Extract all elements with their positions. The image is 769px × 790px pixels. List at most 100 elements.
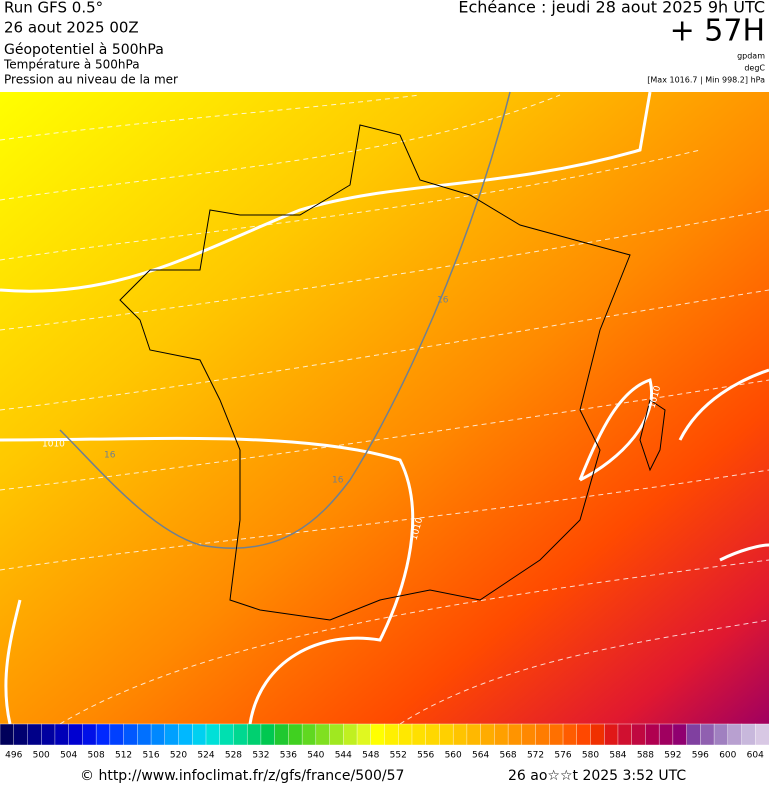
- isotherm-label: 16: [104, 451, 116, 461]
- isobars: [0, 91, 769, 725]
- color-swatch: [329, 723, 344, 746]
- color-swatch: [27, 723, 42, 746]
- color-swatch: [219, 723, 234, 746]
- colorbar-label: 496: [5, 751, 22, 761]
- color-swatch: [398, 723, 413, 746]
- color-swatch: [123, 723, 138, 746]
- colorbar-label: 556: [417, 751, 434, 761]
- colorbar-label: 604: [747, 751, 764, 761]
- color-swatch: [521, 723, 537, 746]
- color-swatch: [370, 723, 385, 746]
- color-swatch: [727, 723, 743, 746]
- color-swatch: [700, 723, 715, 746]
- colorbar-label: 508: [88, 751, 105, 761]
- colorbar-label: 536: [280, 751, 297, 761]
- colorbar-label: 576: [554, 751, 571, 761]
- color-swatch: [356, 723, 372, 746]
- offset: + 57H: [670, 14, 765, 49]
- colorbar-label: 600: [719, 751, 736, 761]
- color-swatch: [425, 723, 440, 746]
- colorbar-label: 544: [335, 751, 352, 761]
- colorbar-label: 504: [60, 751, 77, 761]
- temperature-field: [0, 92, 769, 724]
- color-swatch: [205, 723, 221, 746]
- color-swatch: [246, 723, 262, 746]
- unit: degC: [744, 64, 765, 73]
- colorbar-label: 532: [252, 751, 269, 761]
- colorbar-label: 516: [142, 751, 159, 761]
- colorbar-label: 584: [609, 751, 626, 761]
- color-swatch: [109, 723, 125, 746]
- colorbar-label: 580: [582, 751, 599, 761]
- color-swatch: [549, 723, 564, 746]
- color-swatch: [274, 723, 289, 746]
- color-swatch: [343, 723, 358, 746]
- color-swatch: [452, 723, 468, 746]
- isotherm-label: 16: [332, 476, 344, 486]
- timestamp: 26 ao☆☆t 2025 3:52 UTC: [508, 768, 686, 784]
- run: Run GFS 0.5°: [4, 0, 103, 17]
- colorbar-label: 564: [472, 751, 489, 761]
- color-swatch: [658, 723, 674, 746]
- color-swatch: [288, 723, 303, 746]
- color-swatch: [494, 723, 509, 746]
- source-url: © http://www.infoclimat.fr/z/gfs/france/…: [80, 768, 404, 784]
- colorbar-label: 592: [664, 751, 681, 761]
- color-swatch: [68, 723, 83, 746]
- color-swatch: [645, 723, 660, 746]
- geopotential-contours: [0, 94, 769, 725]
- colorbar-label: 572: [527, 751, 544, 761]
- isotherm-label: 16: [437, 296, 449, 306]
- colorbar-label: 540: [307, 751, 324, 761]
- color-swatch: [164, 723, 180, 746]
- colorbar-label: 596: [692, 751, 709, 761]
- isobar-label: 1010: [42, 440, 65, 450]
- color-swatch: [82, 723, 97, 746]
- colorbar-label: 560: [445, 751, 462, 761]
- layer: Géopotentiel à 500hPa: [4, 42, 164, 58]
- colorbar-label: 568: [499, 751, 516, 761]
- color-swatch: [686, 723, 701, 746]
- colorbar-label: 500: [33, 751, 50, 761]
- unit: gpdam: [737, 52, 765, 61]
- color-swatch: [439, 723, 454, 746]
- color-swatch: [631, 723, 646, 746]
- colorbar-label: 520: [170, 751, 187, 761]
- color-swatch: [466, 723, 482, 746]
- color-swatch: [617, 723, 633, 746]
- colorbar-label: 548: [362, 751, 379, 761]
- color-swatch: [755, 723, 769, 746]
- layer: Température à 500hPa: [3, 58, 140, 72]
- coastline: [119, 124, 631, 621]
- color-swatch: [95, 723, 111, 746]
- color-swatch: [535, 723, 550, 746]
- isotherms: [59, 91, 511, 549]
- color-swatch: [411, 723, 427, 746]
- color-swatch: [384, 723, 399, 746]
- color-swatch: [672, 723, 688, 746]
- color-swatch: [54, 723, 70, 746]
- color-swatch: [150, 723, 166, 746]
- color-swatch: [178, 723, 193, 746]
- run-date: 26 aout 2025 00Z: [4, 19, 139, 37]
- colorbar-label: 552: [390, 751, 407, 761]
- color-swatch: [562, 723, 578, 746]
- color-swatch: [315, 723, 331, 746]
- corsica: [639, 399, 666, 472]
- color-swatch: [13, 723, 28, 746]
- color-swatch: [604, 723, 619, 746]
- color-swatch: [192, 723, 207, 746]
- colorbar-label: 528: [225, 751, 242, 761]
- echeance: Echéance : jeudi 28 aout 2025 9h UTC: [458, 0, 765, 17]
- color-swatch: [233, 723, 248, 746]
- colorbar-label: 588: [637, 751, 654, 761]
- map: 1010 1010 1010 16 16 16: [0, 91, 769, 725]
- color-swatch: [576, 723, 591, 746]
- color-swatch: [741, 723, 756, 746]
- color-swatch: [590, 723, 605, 746]
- pressure-range: [Max 1016.7 | Min 998.2] hPa: [647, 76, 765, 85]
- color-swatch: [40, 723, 56, 746]
- color-swatch: [713, 723, 729, 746]
